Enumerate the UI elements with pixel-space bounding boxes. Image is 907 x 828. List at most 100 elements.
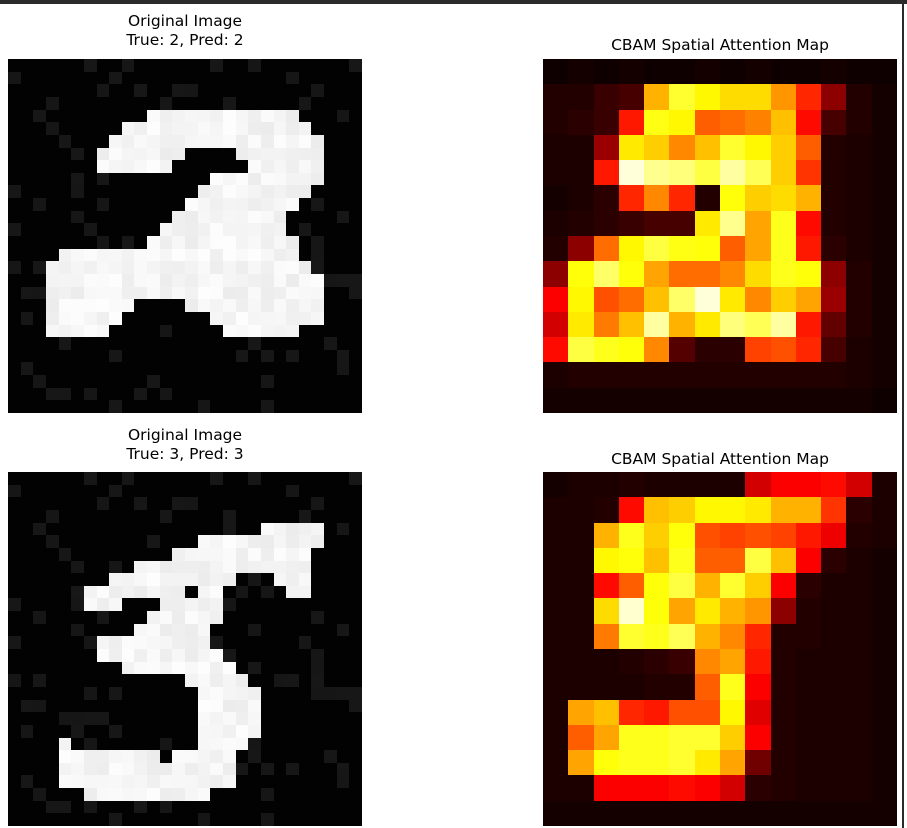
pixel	[210, 699, 223, 713]
pixel	[71, 800, 84, 814]
pixel	[45, 185, 59, 199]
pixel	[248, 198, 261, 211]
pixel	[71, 522, 84, 536]
pixel	[83, 775, 97, 789]
pixel	[33, 788, 46, 801]
pixel	[121, 560, 135, 574]
pixel	[147, 387, 160, 401]
pixel	[8, 273, 21, 287]
pixel	[83, 337, 97, 350]
pixel	[20, 311, 34, 325]
pixel	[197, 160, 211, 173]
pixel	[83, 387, 97, 401]
heat-cell	[593, 472, 619, 498]
pixel	[58, 762, 72, 776]
pixel	[185, 185, 198, 199]
heat-cell	[694, 160, 720, 186]
pixel	[172, 261, 185, 274]
heat-cell	[821, 210, 847, 236]
pixel	[45, 299, 59, 312]
pixel	[286, 775, 299, 789]
heat-cell	[618, 362, 645, 388]
heat-cell	[644, 286, 670, 312]
pixel	[33, 311, 46, 325]
pixel	[45, 236, 59, 249]
heat-cell	[644, 598, 670, 624]
heat-cell	[568, 674, 594, 700]
pixel	[197, 623, 211, 637]
pixel	[298, 236, 312, 249]
pixel	[197, 509, 211, 523]
pixel	[222, 210, 236, 224]
heat-cell	[694, 699, 720, 725]
pixel	[197, 96, 211, 110]
pixel	[298, 636, 312, 649]
pixel	[197, 636, 211, 649]
heat-cell	[669, 311, 695, 338]
pixel	[336, 535, 350, 548]
pixel	[147, 560, 160, 574]
pixel	[185, 484, 198, 498]
pixel	[210, 724, 223, 738]
pixel	[235, 484, 249, 498]
pixel	[109, 547, 122, 561]
pixel	[147, 147, 160, 161]
pixel	[96, 560, 110, 574]
heat-cell	[846, 286, 872, 312]
pixel	[235, 497, 249, 510]
pixel	[71, 286, 84, 300]
heat-cell	[846, 724, 872, 751]
pixel	[45, 71, 59, 85]
pixel	[298, 788, 312, 801]
heat-cell	[770, 185, 796, 211]
pixel	[273, 560, 287, 574]
pixel	[324, 813, 337, 826]
pixel	[134, 160, 148, 173]
pixel	[134, 674, 148, 687]
pixel	[45, 273, 59, 287]
panel-title-line1: Original Image	[127, 426, 243, 444]
heat-cell	[618, 649, 645, 675]
pixel	[8, 547, 21, 561]
heat-cell	[694, 750, 720, 776]
pixel	[109, 649, 122, 662]
pixel	[311, 535, 325, 548]
pixel	[33, 712, 46, 725]
pixel	[298, 674, 312, 687]
pixel	[109, 712, 122, 725]
pixel	[210, 560, 223, 574]
pixel	[222, 223, 236, 236]
pixel	[260, 509, 274, 523]
pixel	[248, 686, 261, 700]
pixel	[96, 813, 110, 826]
pixel	[235, 71, 249, 85]
pixel	[273, 134, 287, 148]
pixel	[311, 674, 325, 687]
pixel	[45, 800, 59, 814]
pixel	[286, 737, 299, 751]
pixel	[121, 686, 135, 700]
pixel	[235, 699, 249, 713]
pixel	[109, 522, 122, 536]
pixel	[210, 573, 223, 586]
pixel	[298, 273, 312, 287]
pixel	[286, 686, 299, 700]
pixel	[96, 261, 110, 274]
pixel	[20, 160, 34, 173]
pixel	[260, 122, 274, 135]
heat-cell	[593, 134, 619, 161]
pixel	[185, 198, 198, 211]
pixel	[20, 59, 34, 72]
pixel	[109, 535, 122, 548]
pixel	[286, 535, 299, 548]
pixel	[185, 160, 198, 173]
pixel	[33, 472, 46, 485]
pixel	[20, 387, 34, 401]
pixel	[248, 636, 261, 649]
pixel	[324, 699, 337, 713]
pixel	[121, 223, 135, 236]
heat-cell	[669, 59, 695, 85]
pixel	[109, 362, 122, 376]
pixel	[83, 636, 97, 649]
pixel	[185, 210, 198, 224]
